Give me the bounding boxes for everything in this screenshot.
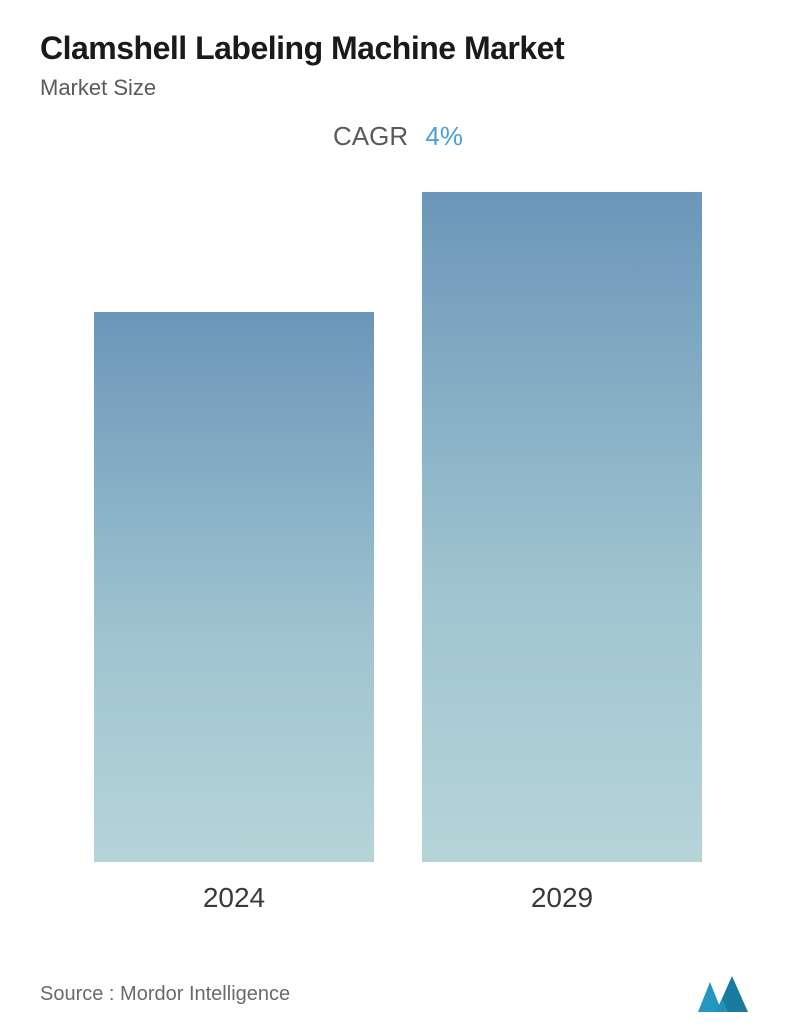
mordor-logo-icon: [696, 974, 756, 1014]
cagr-row: CAGR 4%: [40, 121, 756, 152]
bar-2024: [94, 312, 374, 862]
bar-2029: [422, 192, 702, 862]
chart-subtitle: Market Size: [40, 75, 756, 101]
chart-title: Clamshell Labeling Machine Market: [40, 30, 756, 67]
source-text: Source : Mordor Intelligence: [40, 983, 290, 1006]
cagr-label: CAGR: [333, 121, 408, 151]
bar-label-2024: 2024: [203, 882, 265, 914]
chart-footer: Source : Mordor Intelligence: [40, 944, 756, 1014]
bar-group-0: 2024: [94, 312, 374, 914]
bar-group-1: 2029: [422, 192, 702, 914]
chart-plot-area: 2024 2029: [40, 192, 756, 934]
cagr-value: 4%: [425, 121, 463, 151]
bar-label-2029: 2029: [531, 882, 593, 914]
chart-container: Clamshell Labeling Machine Market Market…: [0, 0, 796, 1034]
